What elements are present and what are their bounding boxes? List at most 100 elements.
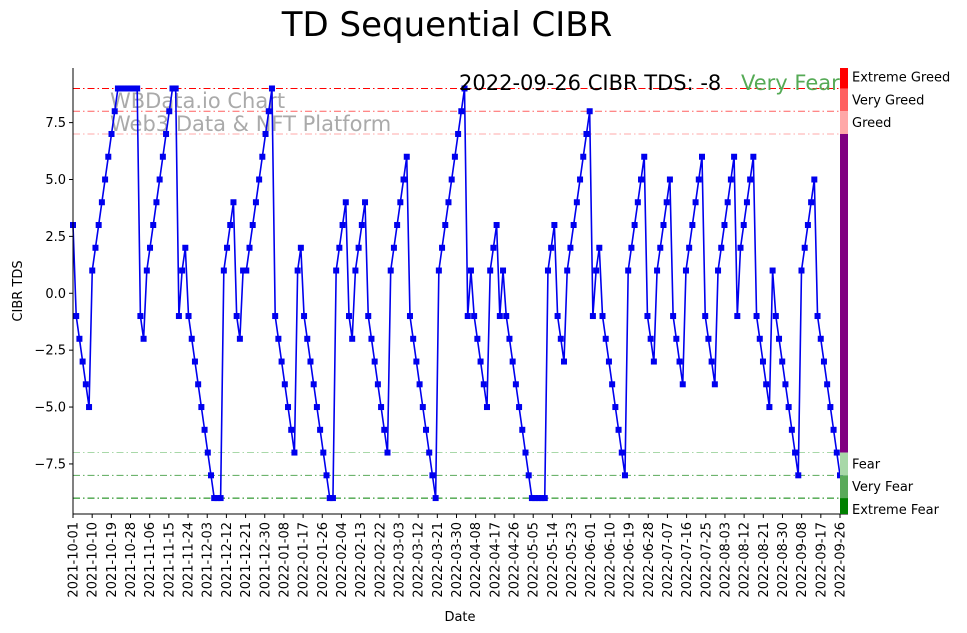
data-point (451, 153, 458, 160)
data-point (169, 85, 176, 92)
x-tick-label: 2022-03-30 (450, 522, 465, 598)
data-point (137, 313, 144, 320)
data-point (699, 153, 706, 160)
x-tick-label: 2022-09-17 (814, 522, 829, 598)
data-point (227, 222, 234, 229)
data-point (522, 449, 529, 456)
data-point (727, 176, 734, 183)
x-tick-label: 2022-02-13 (354, 522, 369, 598)
data-point (573, 199, 580, 206)
x-tick-label: 2021-11-24 (182, 522, 197, 598)
data-point (785, 404, 792, 411)
side-label-fear: Fear (852, 457, 881, 472)
x-tick-label: 2021-11-15 (162, 522, 177, 598)
y-tick-label: 2.5 (45, 230, 66, 245)
x-tick-label: 2021-12-21 (239, 522, 254, 598)
data-point (291, 449, 298, 456)
data-point (827, 404, 834, 411)
data-point (73, 313, 80, 320)
data-point (824, 381, 831, 388)
data-point (439, 244, 446, 251)
watermark-line-2: Web3 Data & NFT Platform (110, 112, 391, 136)
data-point (554, 313, 561, 320)
side-bar-segment (840, 88, 848, 112)
x-tick-label: 2022-07-16 (680, 522, 695, 598)
data-point (509, 358, 516, 365)
data-point (432, 495, 439, 502)
data-point (474, 335, 481, 342)
data-point (731, 153, 738, 160)
data-point (670, 313, 677, 320)
x-tick-label: 2021-10-19 (105, 522, 120, 598)
data-point (596, 244, 603, 251)
data-point (294, 267, 301, 274)
data-point (102, 176, 109, 183)
data-point (695, 176, 702, 183)
x-tick-label: 2021-12-03 (201, 522, 216, 598)
data-point (830, 426, 837, 433)
data-point (519, 426, 526, 433)
data-point (301, 313, 308, 320)
data-point (516, 404, 523, 411)
data-point (89, 267, 96, 274)
data-point (185, 313, 192, 320)
data-point (493, 222, 500, 229)
data-point (599, 313, 606, 320)
y-tick-label: −7.5 (34, 457, 66, 472)
data-point (650, 358, 657, 365)
data-point (140, 335, 147, 342)
data-point (323, 472, 330, 479)
data-point (172, 85, 179, 92)
x-tick-label: 2022-04-26 (508, 522, 523, 598)
x-tick-label: 2022-01-08 (277, 522, 292, 598)
x-tick-label: 2022-01-17 (297, 522, 312, 598)
data-point (147, 244, 154, 251)
data-point (124, 85, 131, 92)
x-tick-label: 2022-02-04 (335, 522, 350, 598)
x-tick-label: 2022-05-14 (546, 522, 561, 598)
data-point (143, 267, 150, 274)
data-point (820, 358, 827, 365)
data-point (721, 222, 728, 229)
data-point (355, 244, 362, 251)
data-point (480, 381, 487, 388)
data-point (435, 267, 442, 274)
x-tick-label: 2022-03-21 (431, 522, 446, 598)
data-point (711, 381, 718, 388)
data-point (734, 313, 741, 320)
data-point (487, 267, 494, 274)
data-point (406, 313, 413, 320)
data-point (198, 404, 205, 411)
data-point (304, 335, 311, 342)
data-point (759, 358, 766, 365)
data-point (416, 381, 423, 388)
data-point (737, 244, 744, 251)
data-point (79, 358, 86, 365)
x-tick-label: 2022-08-03 (718, 522, 733, 598)
data-point (92, 244, 99, 251)
data-point (448, 176, 455, 183)
data-point (278, 358, 285, 365)
data-point (679, 381, 686, 388)
data-point (621, 472, 628, 479)
x-tick-label: 2021-10-28 (124, 522, 139, 598)
data-point (410, 335, 417, 342)
x-tick-label: 2022-08-30 (776, 522, 791, 598)
x-tick-label: 2021-10-10 (86, 522, 101, 598)
data-point (544, 267, 551, 274)
side-bar-segment (840, 111, 848, 134)
data-point (660, 222, 667, 229)
y-axis-label: CIBR TDS (11, 260, 26, 321)
data-point (265, 108, 272, 115)
x-tick-label: 2022-03-12 (412, 522, 427, 598)
data-point (715, 267, 722, 274)
data-point (166, 108, 173, 115)
data-point (702, 313, 709, 320)
side-bar-segment (840, 68, 848, 89)
data-point (586, 108, 593, 115)
data-point (378, 404, 385, 411)
data-point (313, 404, 320, 411)
data-point (811, 176, 818, 183)
sentiment-side-bar (840, 68, 848, 514)
side-label-extreme-greed: Extreme Greed (852, 71, 950, 86)
